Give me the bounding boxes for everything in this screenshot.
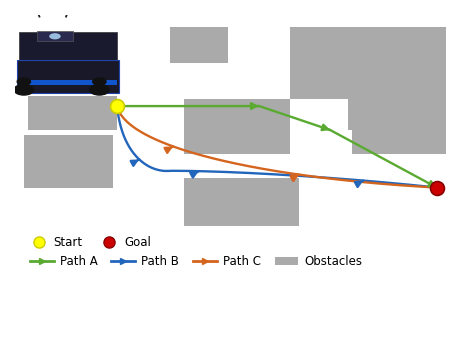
Bar <box>37 32 73 41</box>
Circle shape <box>49 33 61 39</box>
Bar <box>353 128 446 154</box>
Bar <box>28 97 117 130</box>
Circle shape <box>17 78 30 85</box>
Circle shape <box>14 84 34 95</box>
Legend: Path A, Path B, Path C, Obstacles: Path A, Path B, Path C, Obstacles <box>25 250 367 273</box>
Circle shape <box>90 84 109 95</box>
Bar <box>17 60 119 93</box>
Bar <box>348 99 446 130</box>
Bar <box>184 178 299 226</box>
Bar <box>24 135 113 187</box>
Bar <box>184 99 290 154</box>
Bar <box>19 32 117 84</box>
Bar <box>290 27 446 99</box>
Circle shape <box>93 78 106 85</box>
Bar <box>170 27 228 63</box>
Bar <box>19 80 117 84</box>
